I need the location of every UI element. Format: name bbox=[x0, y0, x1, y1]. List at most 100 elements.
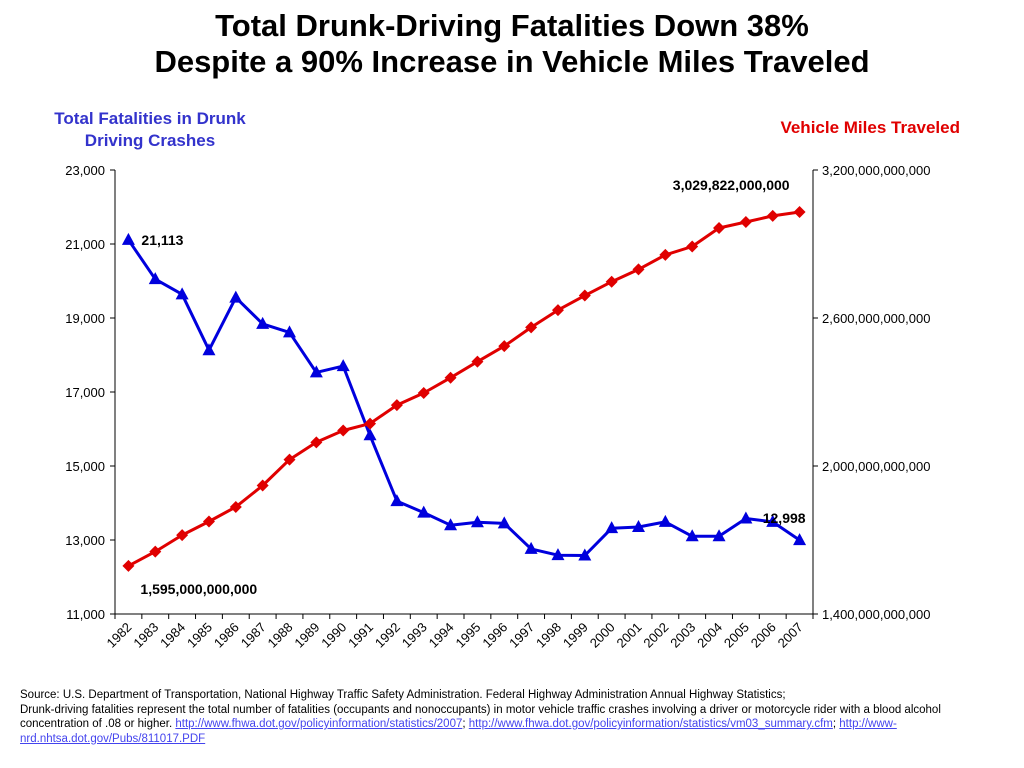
vmt-data-point bbox=[766, 209, 779, 222]
vmt-data-point bbox=[202, 515, 215, 528]
fatalities-data-point bbox=[712, 529, 726, 542]
x-axis-tick-label: 1997 bbox=[506, 620, 537, 651]
source-separator: ; bbox=[832, 718, 837, 730]
x-axis-tick-label: 1989 bbox=[291, 620, 322, 651]
fatalities-data-point bbox=[524, 541, 538, 554]
fatalities-data-point bbox=[497, 516, 511, 529]
source-note: Source: U.S. Department of Transportatio… bbox=[20, 688, 1010, 746]
x-axis-tick-label: 2006 bbox=[748, 620, 779, 651]
x-axis-tick-label: 2002 bbox=[640, 620, 671, 651]
vmt-data-point bbox=[390, 399, 403, 412]
left-axis-tick-label: 23,000 bbox=[65, 163, 105, 178]
fatalities-data-point bbox=[551, 548, 565, 561]
vmt-data-point bbox=[551, 304, 564, 317]
left-axis-tick-label: 15,000 bbox=[65, 459, 105, 474]
left-axis-tick-label: 11,000 bbox=[66, 607, 105, 622]
vmt-data-point bbox=[659, 248, 672, 261]
source-line2: Drunk-driving fatalities represent the t… bbox=[20, 703, 941, 731]
vmt-start-data-label: 1,595,000,000,000 bbox=[140, 581, 257, 597]
vmt-data-point bbox=[739, 216, 752, 229]
vmt-data-point bbox=[283, 453, 296, 466]
fatalities-data-point bbox=[229, 290, 243, 303]
fatalities-data-point bbox=[685, 529, 699, 542]
fatalities-data-point bbox=[766, 514, 780, 527]
fatalities-data-point bbox=[309, 365, 323, 378]
fatalities-data-point bbox=[470, 515, 484, 528]
source-link-fhwa-2007[interactable]: http://www.fhwa.dot.gov/policyinformatio… bbox=[175, 718, 463, 730]
fatalities-data-point bbox=[390, 494, 404, 507]
left-axis-tick-label: 17,000 bbox=[65, 385, 105, 400]
source-separator: ; bbox=[462, 718, 466, 730]
fatalities-series-line bbox=[127, 238, 801, 557]
right-axis-tick-label: 2,600,000,000,000 bbox=[822, 311, 930, 326]
x-axis-tick-label: 1994 bbox=[426, 620, 457, 651]
x-axis-tick-label: 1995 bbox=[452, 620, 483, 651]
fatalities-end-data-label: 12,998 bbox=[763, 510, 806, 526]
fatalities-data-point bbox=[121, 232, 135, 245]
vmt-data-point bbox=[149, 545, 162, 558]
vmt-data-point bbox=[525, 321, 538, 334]
vmt-series-line bbox=[127, 210, 800, 568]
x-axis-tick-label: 1984 bbox=[157, 620, 188, 651]
x-axis-tick-label: 1993 bbox=[399, 620, 430, 651]
dual-axis-line-chart: 11,000 13,000 15,000 17,000 19,000 21,000 23,0… bbox=[65, 163, 930, 651]
fatalities-data-point bbox=[632, 520, 645, 533]
vmt-data-point bbox=[686, 240, 699, 253]
fatalities-data-point bbox=[336, 359, 350, 372]
source-link-fhwa-vm03[interactable]: http://www.fhwa.dot.gov/policyinformatio… bbox=[468, 718, 833, 730]
left-axis-title: Total Fatalities in Drunk Driving Crashe… bbox=[54, 109, 246, 150]
fatalities-data-point bbox=[605, 521, 619, 534]
fatalities-data-point bbox=[658, 514, 672, 527]
left-axis-tick-label: 13,000 bbox=[65, 533, 105, 548]
x-axis-tick-label: 2005 bbox=[721, 620, 752, 651]
right-axis-tick-label: 1,400,000,000,000 bbox=[822, 607, 930, 622]
x-axis-tick-label: 2003 bbox=[667, 620, 698, 651]
vmt-data-point bbox=[632, 263, 645, 276]
vmt-data-point bbox=[498, 340, 511, 353]
fatalities-data-point bbox=[578, 548, 592, 561]
vmt-data-point bbox=[713, 221, 726, 234]
vmt-data-point bbox=[310, 436, 323, 449]
fatalities-data-point bbox=[444, 518, 458, 531]
fatalities-data-point bbox=[363, 428, 377, 441]
x-axis-tick-label: 1998 bbox=[533, 620, 564, 651]
vmt-data-point bbox=[364, 417, 377, 430]
vmt-data-point bbox=[256, 479, 269, 492]
x-axis-tick-label: 2000 bbox=[587, 620, 618, 651]
fatalities-data-point bbox=[417, 505, 431, 518]
chart-title-line2: Despite a 90% Increase in Vehicle Miles … bbox=[154, 44, 870, 79]
fatalities-data-point bbox=[793, 533, 807, 546]
x-axis-tick-label: 2001 bbox=[614, 620, 645, 651]
x-axis-tick-label: 1992 bbox=[372, 620, 403, 651]
x-axis-tick-label: 1986 bbox=[211, 620, 242, 651]
vmt-data-point bbox=[471, 355, 484, 368]
right-axis-tick-label: 3,200,000,000,000 bbox=[822, 163, 930, 178]
fatalities-data-point bbox=[256, 316, 270, 329]
fatalities-data-point bbox=[202, 343, 216, 356]
right-axis-tick-label: 2,000,000,000,000 bbox=[822, 459, 930, 474]
chart-title: Total Drunk-Driving Fatalities Down 38% … bbox=[0, 8, 1024, 80]
fatalities-start-data-label: 21,113 bbox=[141, 232, 183, 248]
x-axis-tick-label: 1983 bbox=[130, 620, 161, 651]
x-axis-tick-label: 1996 bbox=[479, 620, 510, 651]
x-axis-tick-label: 2004 bbox=[694, 620, 725, 651]
vmt-data-point bbox=[122, 559, 135, 572]
vmt-data-point bbox=[229, 500, 242, 513]
fatalities-data-point bbox=[175, 287, 189, 300]
x-axis-tick-label: 1982 bbox=[103, 620, 134, 651]
x-axis-tick-label: 1991 bbox=[345, 620, 376, 651]
vmt-end-data-label: 3,029,822,000,000 bbox=[673, 177, 790, 193]
source-link-nhtsa[interactable]: http://www-nrd.nhtsa.dot.gov/Pubs/811017… bbox=[20, 718, 897, 745]
x-axis-tick-label: 1988 bbox=[265, 620, 296, 651]
right-axis-title: Vehicle Miles Traveled bbox=[780, 118, 960, 137]
vmt-data-point bbox=[417, 386, 430, 399]
vmt-data-point bbox=[444, 371, 457, 384]
fatalities-data-point bbox=[739, 511, 753, 524]
left-axis-tick-label: 19,000 bbox=[65, 311, 105, 326]
x-axis-tick-label: 1987 bbox=[238, 620, 269, 651]
fatalities-data-point bbox=[148, 272, 162, 285]
x-axis-tick-label: 2007 bbox=[775, 620, 806, 651]
x-axis-tick-label: 1990 bbox=[318, 620, 349, 651]
source-line1: Source: U.S. Department of Transportatio… bbox=[20, 689, 786, 701]
x-axis-tick-label: 1999 bbox=[560, 620, 591, 651]
